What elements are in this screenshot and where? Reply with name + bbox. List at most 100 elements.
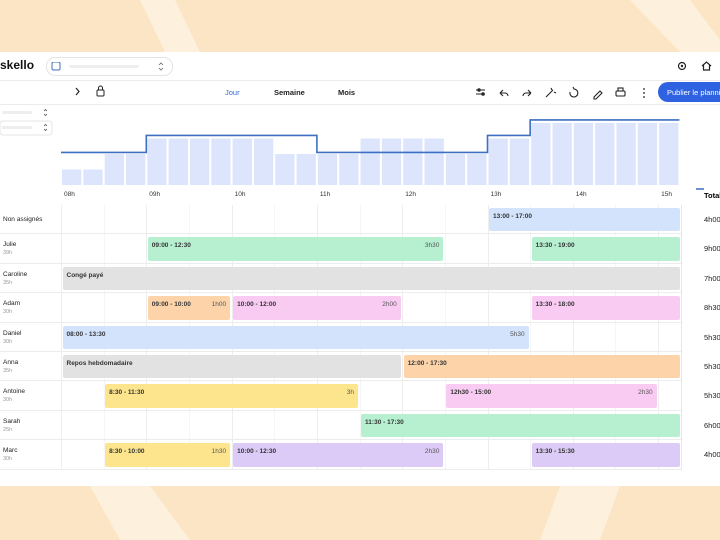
staffing-bar: [467, 154, 487, 185]
grid-line: [681, 205, 682, 470]
shift[interactable]: 13:00 - 17:00: [489, 208, 680, 232]
employee-name: Julie: [3, 241, 17, 249]
contract-hours: 35h: [3, 279, 13, 286]
grid-line: [530, 205, 532, 470]
employee-name: Non assignés: [3, 216, 43, 223]
hour-label: 08h: [64, 191, 75, 198]
shift[interactable]: 12:00 - 17:30: [403, 355, 680, 379]
shift-label: 09:00 - 12:30: [151, 242, 191, 250]
shift-duration: 3h30: [424, 242, 440, 250]
shift-duration: 2h00: [382, 301, 397, 309]
row-divider: [0, 468, 681, 470]
shift-label: 8:30 - 11:30: [109, 389, 145, 397]
shift[interactable]: 13:30 - 18:00: [531, 296, 680, 320]
shift-duration: 3h: [346, 389, 355, 397]
row-total: 5h30: [704, 362, 720, 371]
divider: [0, 80, 720, 81]
employee-name: Anna: [3, 359, 19, 366]
shift-label: 13:00 - 17:00: [493, 213, 533, 220]
staffing-bar: [104, 154, 124, 185]
contract-hours: 30h: [3, 397, 13, 404]
shift[interactable]: 10:00 - 12:30 2h30: [233, 443, 444, 467]
shift[interactable]: 12h30 - 15:00 2h30: [446, 384, 657, 408]
shift-label: Repos hebdomadaire: [66, 360, 133, 367]
contract-hours: 30h: [3, 309, 13, 316]
grid-line: [572, 205, 574, 470]
shift[interactable]: 08:00 - 13:30 5h30: [62, 325, 529, 349]
employee-name: Sarah: [3, 417, 21, 425]
shift[interactable]: 8:30 - 10:00 1h30: [105, 443, 231, 467]
contract-hours: 30h: [3, 456, 13, 463]
site-selector-icons: [51, 62, 164, 71]
staffing-bar: [83, 169, 103, 185]
hour-label: 13h: [490, 191, 502, 198]
hour-label: 15h: [661, 191, 672, 198]
shift[interactable]: 13:30 - 15:30: [531, 443, 680, 467]
staffing-bar: [509, 138, 530, 185]
top-icons[interactable]: [676, 60, 716, 72]
view-tab[interactable]: Jour: [225, 88, 240, 97]
staffing-bar: [659, 123, 679, 185]
shift[interactable]: Repos hebdomadaire: [62, 355, 401, 379]
row-total: 7h00: [704, 273, 720, 283]
employee-name: Adam: [3, 300, 20, 308]
toolbar-icons[interactable]: [0, 82, 720, 104]
staffing-bar: [381, 138, 402, 185]
staffing-bar: [424, 138, 444, 185]
row-total: 5h30: [704, 332, 720, 342]
staffing-bar: [62, 169, 82, 185]
shift-label: 11:30 - 17:30: [365, 418, 404, 426]
staffing-bar: [168, 138, 188, 185]
contract-hours: 25h: [3, 426, 13, 433]
shift[interactable]: 09:00 - 10:00 1h00: [147, 296, 231, 320]
hour-label: 10h: [234, 191, 246, 198]
shift-duration: 2h30: [424, 448, 440, 456]
shift[interactable]: 11:30 - 17:30: [361, 413, 680, 438]
site-selector[interactable]: [46, 57, 173, 76]
staffing-bar: [552, 123, 572, 185]
shift[interactable]: 10:00 - 12:00 2h00: [233, 296, 401, 320]
filters[interactable]: [0, 108, 58, 138]
shift-label: 10:00 - 12:30: [237, 448, 277, 456]
staffing-bar: [125, 154, 146, 185]
divider: [0, 104, 720, 105]
row-total: 4h00: [704, 215, 720, 224]
total-header: Total: [704, 191, 720, 200]
staffing-bar: [488, 138, 508, 185]
row-divider: [0, 439, 681, 441]
staffing-bar: [211, 138, 231, 185]
contract-hours: 35h: [3, 368, 13, 374]
staffing-bar: [339, 154, 359, 185]
staffing-bar: [616, 123, 636, 185]
shift-label: 12:00 - 17:30: [407, 360, 447, 367]
employee-name: Antoine: [3, 388, 26, 396]
shift[interactable]: Congé payé: [62, 266, 680, 291]
view-tab[interactable]: Semaine: [274, 88, 305, 97]
staffing-chart: [61, 119, 704, 190]
row-divider: [0, 321, 681, 323]
shift[interactable]: 09:00 - 12:30 3h30: [147, 237, 444, 261]
contract-hours: 39h: [3, 250, 13, 257]
shift-duration: 1h00: [211, 301, 227, 309]
staffing-bar: [595, 123, 615, 185]
publish-button[interactable]: Publier le planning: [658, 82, 720, 102]
view-tab[interactable]: Mois: [338, 88, 356, 97]
shift-label: 8:30 - 10:00: [109, 448, 145, 456]
staffing-bar: [360, 138, 380, 185]
staffing-bar: [147, 138, 167, 185]
shift[interactable]: 13:30 - 19:00: [531, 237, 680, 261]
row-divider: [0, 233, 681, 235]
hour-label: 14h: [575, 191, 587, 198]
staffing-bar: [445, 154, 466, 185]
shift-label: 13:30 - 18:00: [535, 301, 575, 309]
shift-duration: 1h30: [211, 448, 227, 456]
shift[interactable]: 8:30 - 11:30 3h: [105, 384, 359, 408]
row-total: 9h00: [704, 244, 720, 254]
row-total: 5h30: [704, 391, 720, 401]
grid-line: [61, 205, 62, 470]
logo: skello: [0, 58, 35, 72]
row-total: 6h00: [704, 420, 720, 430]
planned-line: [61, 119, 680, 154]
